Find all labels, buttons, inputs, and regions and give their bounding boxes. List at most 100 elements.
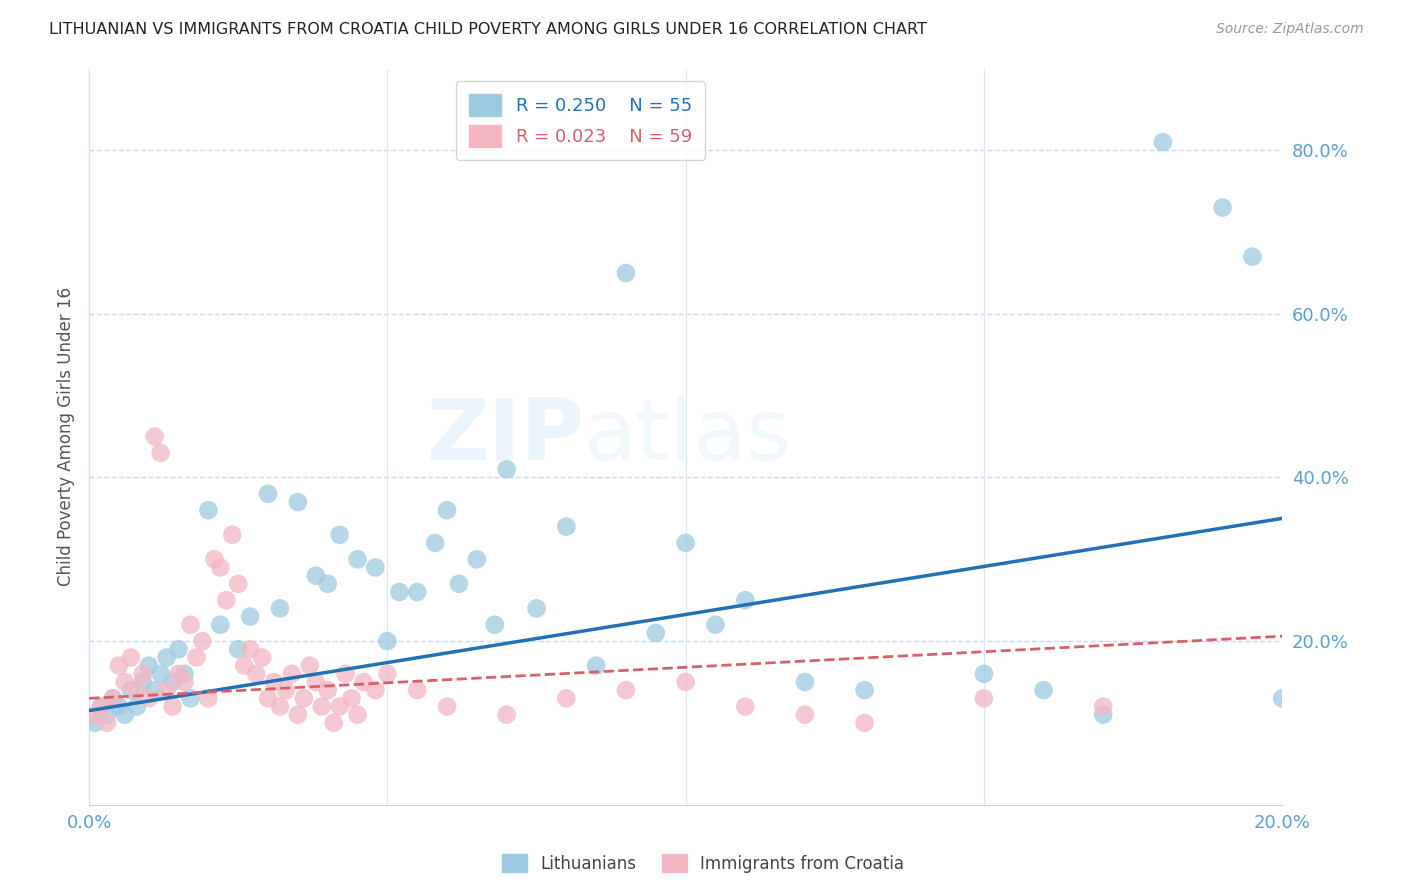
Point [292, 691, 315, 706]
Point [465, 552, 488, 566]
Point [233, 658, 256, 673]
Point [447, 577, 470, 591]
Legend: Lithuanians, Immigrants from Croatia: Lithuanians, Immigrants from Croatia [495, 847, 911, 880]
Point [329, 527, 352, 541]
Point [555, 519, 578, 533]
Point [173, 666, 195, 681]
Point [704, 617, 727, 632]
Y-axis label: Child Poverty Among Girls Under 16: Child Poverty Among Girls Under 16 [58, 287, 75, 586]
Point [555, 691, 578, 706]
Point [120, 650, 142, 665]
Point [167, 642, 190, 657]
Point [245, 666, 267, 681]
Point [364, 560, 387, 574]
Point [179, 617, 201, 632]
Point [973, 666, 995, 681]
Point [138, 658, 160, 673]
Point [322, 715, 344, 730]
Point [263, 675, 285, 690]
Point [364, 683, 387, 698]
Point [173, 675, 195, 690]
Point [614, 683, 637, 698]
Text: Source: ZipAtlas.com: Source: ZipAtlas.com [1216, 22, 1364, 37]
Point [1032, 683, 1054, 698]
Point [257, 487, 280, 501]
Point [436, 699, 458, 714]
Point [335, 666, 357, 681]
Point [287, 707, 309, 722]
Point [973, 691, 995, 706]
Point [305, 568, 328, 582]
Point [108, 658, 131, 673]
Point [1152, 135, 1174, 149]
Point [1092, 707, 1115, 722]
Point [269, 601, 291, 615]
Point [143, 429, 166, 443]
Point [226, 577, 249, 591]
Point [132, 666, 155, 681]
Point [84, 715, 107, 730]
Point [311, 699, 333, 714]
Point [257, 691, 280, 706]
Point [101, 691, 124, 706]
Point [484, 617, 506, 632]
Point [132, 675, 155, 690]
Point [794, 675, 817, 690]
Point [406, 683, 429, 698]
Point [269, 699, 291, 714]
Point [202, 552, 225, 566]
Point [353, 675, 375, 690]
Point [90, 699, 112, 714]
Point [162, 699, 184, 714]
Point [239, 609, 262, 624]
Point [186, 650, 208, 665]
Point [287, 495, 309, 509]
Point [108, 699, 131, 714]
Point [853, 715, 876, 730]
Point [423, 536, 446, 550]
Point [96, 715, 118, 730]
Point [197, 691, 219, 706]
Point [329, 699, 352, 714]
Point [406, 585, 429, 599]
Point [125, 683, 148, 698]
Point [585, 658, 607, 673]
Point [167, 666, 190, 681]
Point [114, 675, 136, 690]
Point [644, 626, 666, 640]
Point [191, 634, 214, 648]
Point [209, 617, 232, 632]
Point [274, 683, 297, 698]
Point [221, 527, 243, 541]
Point [96, 707, 118, 722]
Point [526, 601, 548, 615]
Point [143, 683, 166, 698]
Point [346, 552, 368, 566]
Point [495, 707, 517, 722]
Point [138, 691, 160, 706]
Point [156, 650, 179, 665]
Point [794, 707, 817, 722]
Point [239, 642, 262, 657]
Point [90, 699, 112, 714]
Point [250, 650, 273, 665]
Point [377, 634, 399, 648]
Point [197, 503, 219, 517]
Point [1212, 201, 1234, 215]
Point [734, 699, 756, 714]
Point [226, 642, 249, 657]
Point [1271, 691, 1294, 706]
Point [675, 536, 697, 550]
Point [149, 446, 172, 460]
Point [281, 666, 304, 681]
Point [614, 266, 637, 280]
Point [209, 560, 232, 574]
Point [853, 683, 876, 698]
Point [125, 699, 148, 714]
Point [162, 675, 184, 690]
Point [149, 666, 172, 681]
Text: ZIP: ZIP [426, 395, 585, 478]
Point [495, 462, 517, 476]
Point [84, 707, 107, 722]
Point [215, 593, 238, 607]
